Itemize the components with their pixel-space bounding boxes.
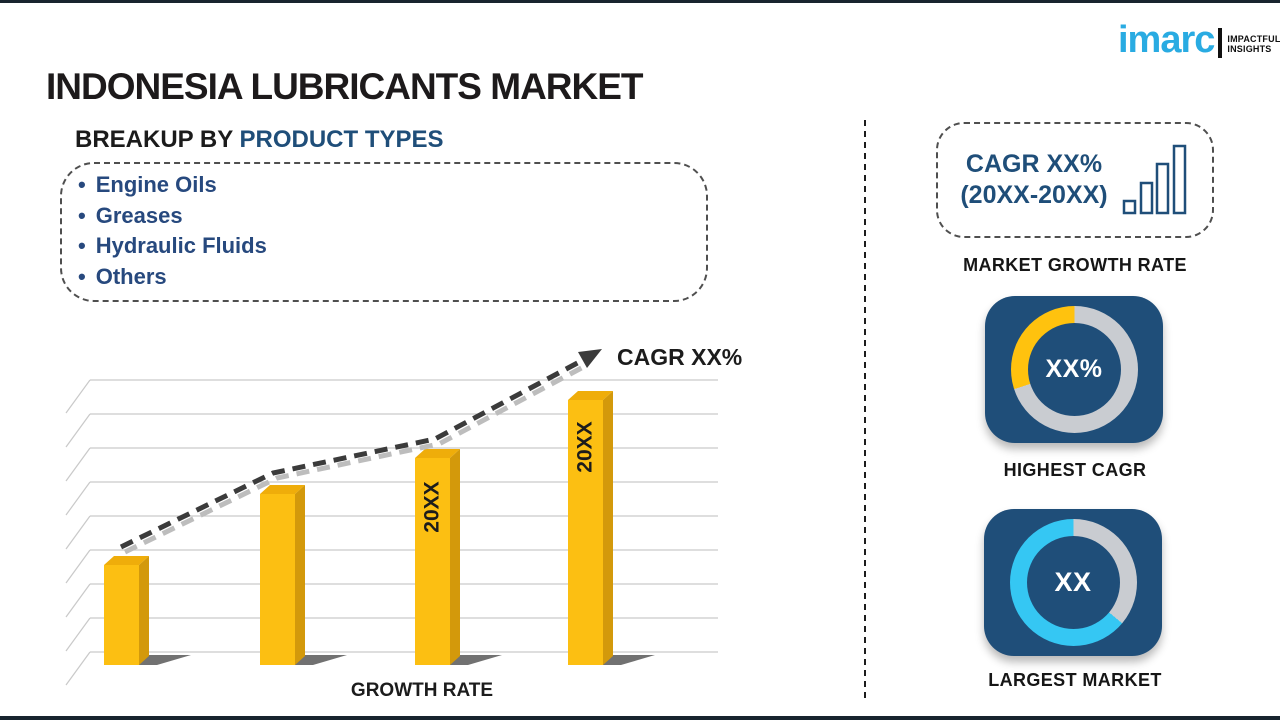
logo-tagline: IMPACTFUL INSIGHTS [1227, 33, 1280, 54]
chart-bars [104, 391, 655, 665]
page-title: INDONESIA LUBRICANTS MARKET [46, 66, 644, 107]
highest-cagr-label: HIGHEST CAGR [1003, 460, 1147, 480]
cagr-trend-label: CAGR XX% [617, 344, 742, 370]
donut-center-value: XX [1054, 567, 1092, 597]
imarc-logo: imarc IMPACTFUL INSIGHTS [1118, 19, 1280, 61]
bullet-icon: • [78, 263, 86, 289]
growth-rate-bar-chart: 20XX 20XX CAGR XX% GROWTH RATE [65, 344, 742, 701]
donut-center-value: XX% [1045, 355, 1103, 383]
list-item-label: Engine Oils [95, 172, 217, 197]
largest-market-card: XX [984, 509, 1162, 656]
cagr-value: CAGR XX% [965, 150, 1103, 178]
list-item: • Others [78, 264, 706, 295]
bullet-icon: • [78, 233, 86, 258]
imarc-logo-text: imarc [1118, 19, 1215, 61]
bar-label: 20XX [574, 421, 597, 472]
highest-cagr-card: XX% [985, 296, 1163, 443]
list-item: • Engine Oils [78, 172, 706, 203]
cagr-period: (20XX-20XX) [960, 181, 1108, 209]
list-item-label: Others [95, 263, 167, 289]
breakup-heading-prefix: BREAKUP BY [75, 126, 240, 153]
list-item: • Greases [78, 203, 706, 234]
vertical-dashed-divider [864, 120, 866, 702]
product-types-box: • Engine Oils • Greases • Hydraulic Flui… [60, 162, 708, 302]
breakup-heading: BREAKUP BY PRODUCT TYPES [75, 126, 444, 154]
bar-label: 20XX [421, 481, 444, 532]
product-types-list: • Engine Oils • Greases • Hydraulic Flui… [78, 172, 706, 294]
bottom-accent-strip [0, 716, 1280, 720]
top-accent-strip [0, 0, 1280, 3]
growth-bars-icon [1122, 144, 1186, 215]
x-axis-label: GROWTH RATE [351, 680, 493, 701]
cagr-summary-card: CAGR XX% (20XX-20XX) [936, 122, 1214, 238]
market-growth-rate-label: MARKET GROWTH RATE [963, 255, 1187, 275]
bullet-icon: • [78, 172, 86, 197]
breakup-heading-accent: PRODUCT TYPES [239, 126, 444, 153]
highest-cagr-donut-chart: XX% [1010, 306, 1138, 433]
list-item: • Hydraulic Fluids [78, 233, 706, 264]
logo-divider [1218, 28, 1223, 58]
list-item-label: Greases [95, 202, 183, 228]
cagr-summary-text: CAGR XX% (20XX-20XX) [960, 149, 1107, 211]
bullet-icon: • [78, 202, 86, 228]
donut-hole [1027, 323, 1121, 416]
largest-market-label: LARGEST MARKET [988, 670, 1162, 690]
largest-market-donut-chart: XX [1009, 519, 1137, 646]
trend-arrow [119, 349, 602, 555]
list-item-label: Hydraulic Fluids [95, 233, 267, 258]
donut-hole [1026, 536, 1120, 629]
